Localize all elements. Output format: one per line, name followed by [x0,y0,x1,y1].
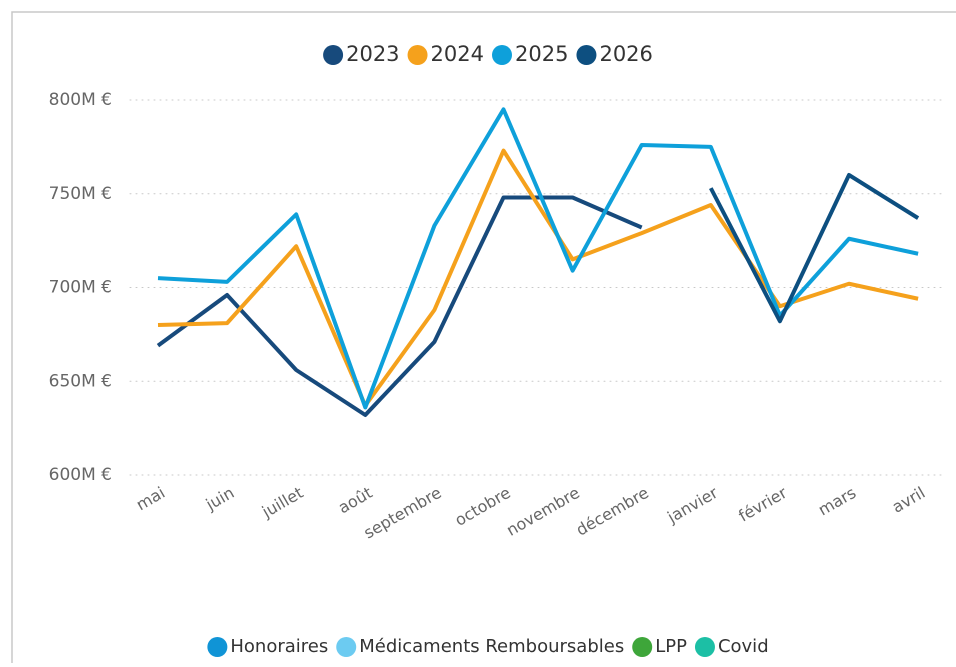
x-tick-label: novembre [503,483,583,540]
legend-label: Médicaments Remboursables [359,636,624,657]
legend-marker [694,637,715,657]
legend-label: LPP [655,636,687,657]
x-tick-label: décembre [573,483,652,540]
x-tick-label: avril [889,483,929,517]
panel-border [11,11,956,663]
x-tick-label: juin [202,483,238,515]
legend-marker [632,637,653,657]
x-tick-label: mars [815,483,859,520]
y-tick-label: 750M € [49,184,112,204]
x-tick-label: septembre [360,483,444,543]
legend-label: 2024 [431,42,484,66]
legend-label: Covid [718,636,769,657]
legend-marker [492,45,512,65]
legend-label: 2023 [346,42,399,66]
legend-marker [323,45,344,65]
x-tick-label: janvier [663,483,721,528]
legend-label: Honoraires [230,636,328,657]
y-tick-label: 600M € [49,465,112,485]
legend-label: 2025 [515,42,568,66]
series-line [709,173,920,324]
y-tick-label: 700M € [49,278,112,298]
y-tick-label: 800M € [49,90,112,110]
x-tick-label: juillet [258,483,307,522]
x-tick-label: août [335,483,376,517]
legend-marker [207,637,228,657]
x-tick-label: février [735,483,790,526]
y-tick-label: 650M € [49,371,112,391]
legend-marker [336,637,357,657]
series-line [156,195,643,417]
series-line [157,107,919,410]
x-tick-label: mai [133,483,168,514]
legend-marker [407,45,428,65]
legend-label: 2026 [599,42,652,66]
legend-marker [576,45,597,65]
